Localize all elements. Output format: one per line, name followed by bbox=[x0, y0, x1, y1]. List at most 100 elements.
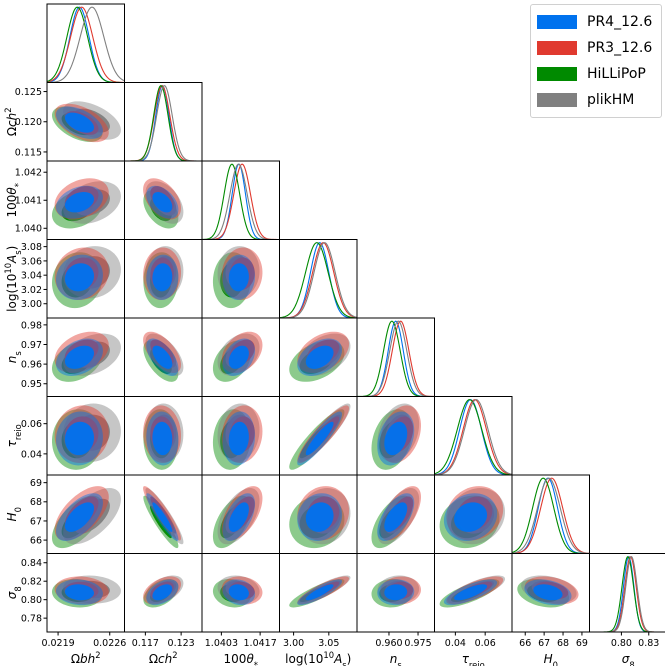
panel-content bbox=[512, 477, 590, 554]
panel-content bbox=[51, 331, 121, 382]
y-tick-label: 66 bbox=[30, 535, 42, 546]
x-axis-label-ns: ns bbox=[390, 652, 402, 666]
contour-68-pr4_12.6 bbox=[64, 421, 94, 456]
x-tick-label: 1.0403 bbox=[205, 638, 238, 649]
panel-content bbox=[439, 575, 506, 608]
panel-ns-theta bbox=[201, 317, 280, 397]
y-axis-label-omegach2: Ωch2 bbox=[3, 107, 19, 136]
panel-content bbox=[517, 575, 579, 608]
marginal-curve-plikhm bbox=[279, 242, 357, 318]
panel-sigma8-omegabh2 bbox=[43, 553, 125, 636]
contour-68-pr4_12.6 bbox=[305, 584, 334, 601]
panel-content bbox=[371, 403, 421, 470]
x-axis-label-tau: τreio bbox=[462, 652, 485, 666]
x-tick-label: 0.117 bbox=[132, 638, 159, 649]
panel-content bbox=[357, 320, 435, 397]
contour-68-pr4_12.6 bbox=[384, 421, 408, 456]
legend-swatch-hillipop bbox=[537, 67, 577, 81]
panel-ns-omegabh2 bbox=[43, 317, 125, 397]
marginal-curve-plikhm bbox=[512, 477, 590, 554]
panel-content bbox=[289, 575, 351, 608]
x-axis-label-H0: H0 bbox=[544, 652, 558, 666]
contour-68-hillipop bbox=[150, 505, 172, 539]
y-tick-label: 68 bbox=[30, 497, 42, 508]
x-tick-label: 0.83 bbox=[638, 638, 659, 649]
contour-68-pr4_12.6 bbox=[454, 584, 488, 601]
y-axis-label-H0: H0 bbox=[5, 507, 23, 521]
contour-68-pr4_12.6 bbox=[533, 584, 563, 601]
panel-content bbox=[289, 486, 351, 549]
y-axis-label-theta: 100θ* bbox=[5, 183, 23, 217]
y-tick-label: 0.115 bbox=[15, 147, 42, 158]
panel-sigma8-sigma8 bbox=[589, 553, 665, 636]
panel-frame bbox=[589, 553, 665, 633]
panel-content bbox=[143, 178, 184, 229]
panel-sigma8-ns bbox=[356, 553, 435, 636]
contour-68-pr4_12.6 bbox=[228, 584, 249, 601]
panel-content bbox=[212, 331, 263, 382]
panel-content bbox=[51, 246, 121, 309]
marginal-curve-pr4_12.6 bbox=[124, 84, 202, 161]
marginal-curve-pr4_12.6 bbox=[512, 477, 590, 554]
contour-68-pr4_12.6 bbox=[152, 421, 173, 456]
contour-68-pr4_12.6 bbox=[64, 584, 95, 601]
panel-H0-logA bbox=[279, 474, 358, 554]
contour-68-pr4_12.6 bbox=[454, 502, 488, 532]
panel-content bbox=[143, 575, 184, 608]
x-tick-label: 3.00 bbox=[283, 638, 304, 649]
labels-layer: 0.115 0.120 0.125 1.040 1.041 1.042 3.00 3.02 3.… bbox=[3, 87, 659, 666]
panel-H0-H0 bbox=[511, 474, 590, 554]
x-tick-label: 0.960 bbox=[375, 638, 402, 649]
y-tick-label: 0.82 bbox=[21, 577, 42, 588]
panel-omegach2-omegach2 bbox=[124, 82, 203, 162]
panels-layer bbox=[43, 3, 665, 636]
legend: PR4_12.6 PR3_12.6 HiLLiPoP plikHM bbox=[530, 4, 662, 118]
y-tick-label: 0.78 bbox=[21, 614, 42, 625]
legend-entry-plikhm[interactable]: plikHM bbox=[537, 87, 655, 113]
marginal-curve-pr3_12.6 bbox=[512, 477, 590, 554]
y-axis-label-sigma8: σ8 bbox=[5, 586, 23, 599]
panel-content bbox=[143, 246, 184, 309]
panel-content bbox=[143, 331, 184, 382]
y-tick-label: 67 bbox=[30, 516, 42, 527]
contour-68-pr4_12.6 bbox=[152, 345, 173, 369]
panel-content bbox=[52, 403, 121, 470]
y-tick-label: 0.97 bbox=[21, 340, 42, 351]
y-tick-label: 3.04 bbox=[21, 271, 42, 282]
y-axis-label-tau: τreio bbox=[5, 424, 23, 447]
panel-H0-ns bbox=[356, 474, 435, 554]
legend-label-plikhm: plikHM bbox=[587, 92, 635, 108]
panel-content bbox=[289, 331, 351, 382]
x-tick-label: 67 bbox=[538, 638, 550, 649]
panel-content bbox=[47, 6, 125, 83]
panel-content bbox=[289, 403, 351, 470]
x-tick-label: 66 bbox=[519, 638, 531, 649]
panel-tau-logA bbox=[279, 396, 358, 476]
legend-entry-hillipop[interactable]: HiLLiPoP bbox=[537, 61, 655, 87]
y-tick-label: 3.06 bbox=[21, 256, 42, 267]
x-tick-label: 0.04 bbox=[445, 638, 466, 649]
panel-tau-omegabh2 bbox=[43, 396, 125, 476]
panel-content bbox=[143, 403, 184, 470]
legend-entry-pr3[interactable]: PR3_12.6 bbox=[537, 35, 655, 61]
panel-tau-omegach2 bbox=[124, 396, 203, 476]
panel-content bbox=[589, 556, 665, 632]
contour-68-pr4_12.6 bbox=[152, 263, 173, 292]
panel-content bbox=[371, 486, 421, 549]
panel-H0-omegabh2 bbox=[43, 474, 125, 554]
panel-logA-omegabh2 bbox=[43, 239, 125, 319]
y-tick-label: 0.96 bbox=[21, 360, 42, 371]
contour-68-pr4_12.6 bbox=[152, 502, 173, 532]
panel-H0-tau bbox=[434, 474, 513, 554]
panel-sigma8-tau bbox=[434, 553, 513, 636]
panel-content bbox=[51, 486, 121, 549]
marginal-curve-pr3_12.6 bbox=[589, 556, 665, 632]
panel-H0-omegach2 bbox=[124, 474, 203, 554]
y-tick-label: 0.120 bbox=[15, 117, 42, 128]
contour-68-pr4_12.6 bbox=[152, 192, 173, 213]
panel-content bbox=[51, 101, 121, 143]
panel-sigma8-H0 bbox=[511, 553, 590, 636]
x-tick-label: 0.975 bbox=[404, 638, 431, 649]
legend-entry-pr4[interactable]: PR4_12.6 bbox=[537, 9, 655, 35]
panel-content bbox=[143, 486, 184, 549]
